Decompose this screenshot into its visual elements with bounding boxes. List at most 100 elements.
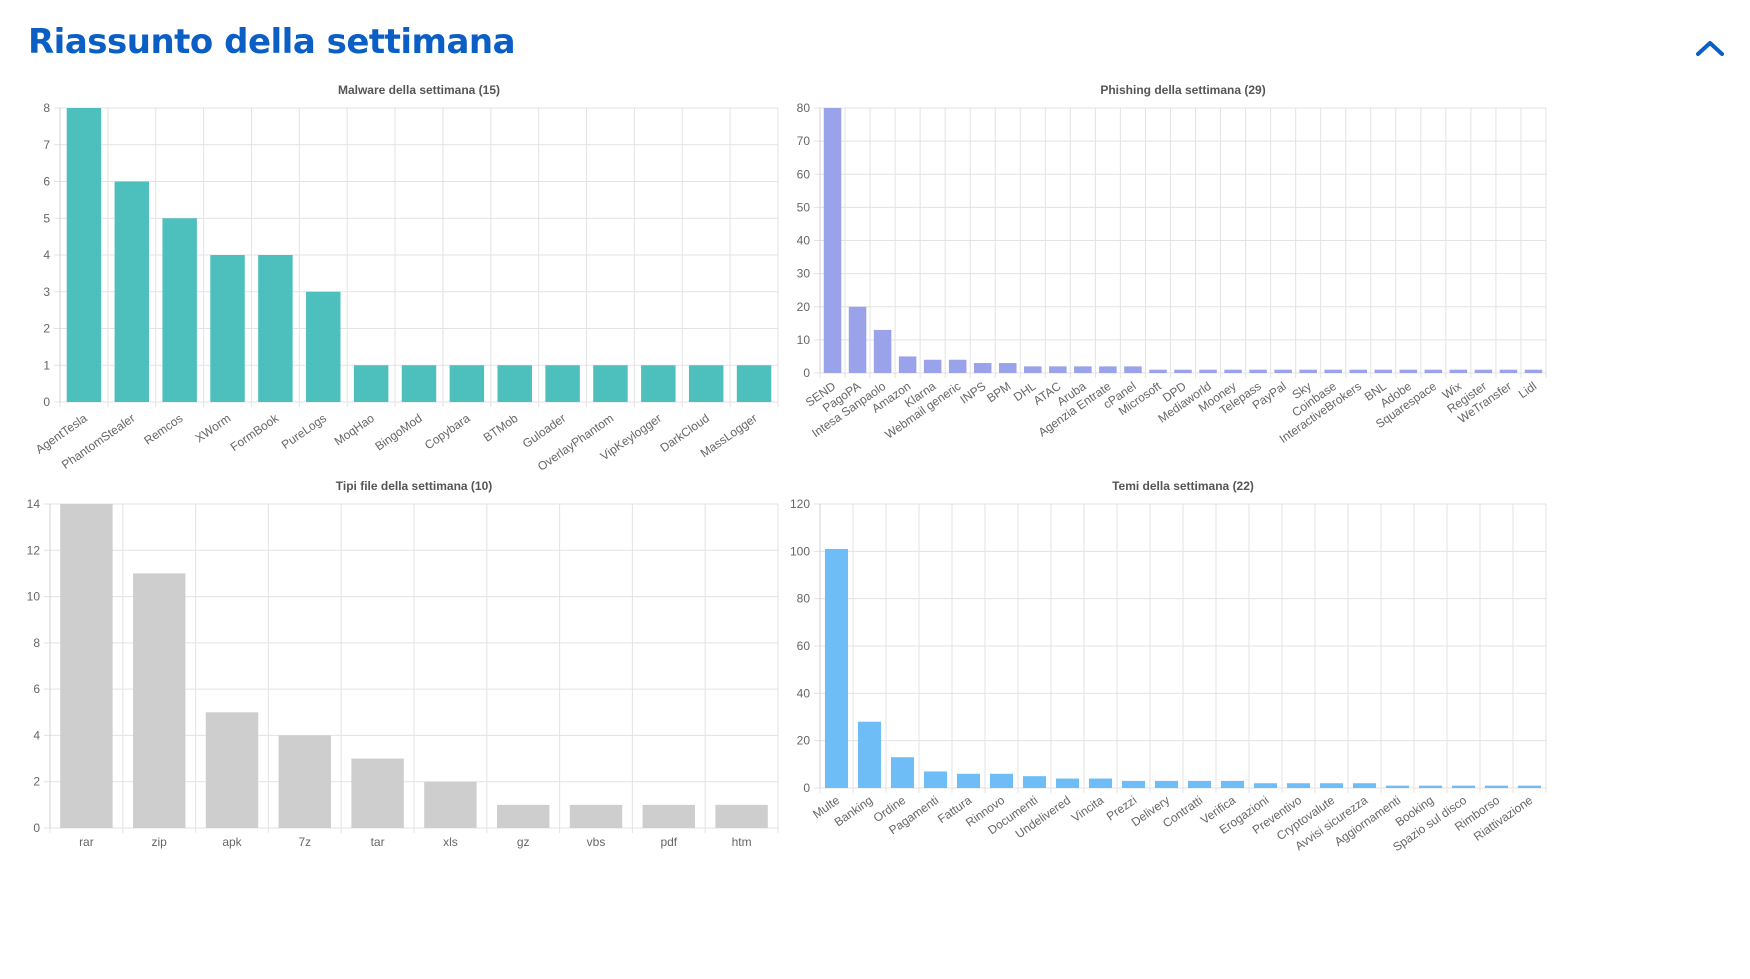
bar-xls[interactable] xyxy=(424,781,477,828)
y-tick-label: 12 xyxy=(27,543,41,557)
x-tick-label: xls xyxy=(443,835,458,849)
bar-zip[interactable] xyxy=(132,573,186,828)
bar-apk[interactable] xyxy=(205,712,259,828)
bar-preventivo[interactable] xyxy=(1286,783,1311,788)
bar-wix[interactable] xyxy=(1449,369,1468,373)
bar-gz[interactable] xyxy=(496,804,550,828)
bar-phantomstealer[interactable] xyxy=(114,181,150,403)
bar-guloader[interactable] xyxy=(545,365,580,402)
bar-tar[interactable] xyxy=(351,758,404,828)
bar-formbook[interactable] xyxy=(258,255,293,402)
y-tick-label: 20 xyxy=(797,300,811,314)
bar-register[interactable] xyxy=(1474,369,1493,373)
bar-lidl[interactable] xyxy=(1524,369,1543,373)
bar-copybara[interactable] xyxy=(449,365,485,402)
bar-dhl[interactable] xyxy=(1024,366,1042,373)
bar-remcos[interactable] xyxy=(162,218,197,402)
x-tick-label: vbs xyxy=(587,835,606,849)
bar-rinnovo[interactable] xyxy=(989,773,1014,788)
bar-pagamenti[interactable] xyxy=(923,771,948,788)
bar-squarespace[interactable] xyxy=(1424,369,1443,373)
bar-klarna[interactable] xyxy=(923,359,942,373)
bar-dpd[interactable] xyxy=(1174,369,1192,373)
bar-erogazioni[interactable] xyxy=(1253,783,1278,788)
bar-htm[interactable] xyxy=(715,804,768,828)
bar-avvisi-sicurezza[interactable] xyxy=(1352,783,1377,788)
bar-aruba[interactable] xyxy=(1074,366,1092,373)
x-tick-label: Lidl xyxy=(1516,379,1539,401)
bar-pdf[interactable] xyxy=(642,804,696,828)
bar-vbs[interactable] xyxy=(569,804,623,828)
bar-darkcloud[interactable] xyxy=(688,365,724,402)
bar-atac[interactable] xyxy=(1049,366,1067,373)
bar-banking[interactable] xyxy=(857,721,882,788)
y-tick-label: 14 xyxy=(27,497,41,511)
bar-vincita[interactable] xyxy=(1088,778,1113,788)
y-tick-label: 6 xyxy=(43,175,50,189)
summary-header: Riassunto della settimana xyxy=(0,0,1750,100)
bar-inps[interactable] xyxy=(973,363,992,373)
bar-paypal[interactable] xyxy=(1274,369,1292,373)
y-tick-label: 100 xyxy=(790,544,810,558)
bar-cryptovalute[interactable] xyxy=(1319,783,1344,788)
bar-riattivazione[interactable] xyxy=(1517,785,1542,788)
bar-xworm[interactable] xyxy=(210,255,245,402)
bar-overlayphantom[interactable] xyxy=(593,365,628,402)
chart-title: Temi della settimana (22) xyxy=(1112,479,1254,493)
x-tick-label: Remcos xyxy=(141,411,185,448)
malware-chart: Malware della settimana (15) 0 1 2 3 4 5 6 7 8 Age… xyxy=(18,80,788,474)
bar-undelivered[interactable] xyxy=(1055,778,1080,788)
bar-telepass[interactable] xyxy=(1249,369,1267,373)
bar-coinbase[interactable] xyxy=(1324,369,1342,373)
bar-multe[interactable] xyxy=(824,548,849,788)
bar-masslogger[interactable] xyxy=(736,365,772,402)
bar-spazio-sul-disco[interactable] xyxy=(1451,785,1476,788)
bar-vipkeylogger[interactable] xyxy=(641,365,676,402)
bar-purelogs[interactable] xyxy=(306,291,341,402)
bar-agenzia-entrate[interactable] xyxy=(1099,366,1117,373)
bar-ordine[interactable] xyxy=(890,757,915,788)
bar-prezzi[interactable] xyxy=(1121,780,1146,788)
bar-fattura[interactable] xyxy=(956,773,981,788)
y-tick-label: 80 xyxy=(797,592,811,606)
y-tick-label: 3 xyxy=(43,285,50,299)
chart-title: Phishing della settimana (29) xyxy=(1100,83,1265,97)
bar-send[interactable] xyxy=(823,108,842,373)
collapse-button[interactable] xyxy=(1692,34,1728,64)
bar-booking[interactable] xyxy=(1418,785,1443,788)
bar-agenttesla[interactable] xyxy=(66,108,102,402)
bar-cpanel[interactable] xyxy=(1124,366,1142,373)
bar-intesa-sanpaolo[interactable] xyxy=(873,329,892,373)
x-tick-label: XWorm xyxy=(193,411,234,445)
bar-microsoft[interactable] xyxy=(1149,369,1167,373)
bar-contratti[interactable] xyxy=(1187,780,1212,788)
bar-adobe[interactable] xyxy=(1399,369,1418,373)
bar-rimborso[interactable] xyxy=(1484,785,1509,788)
bar-btmob[interactable] xyxy=(497,365,532,402)
bar-mooney[interactable] xyxy=(1224,369,1242,373)
bar-wetransfer[interactable] xyxy=(1499,369,1518,373)
chart-title: Tipi file della settimana (10) xyxy=(336,479,493,493)
bar-moqhao[interactable] xyxy=(353,365,389,402)
bar-mediaworld[interactable] xyxy=(1199,369,1217,373)
bar-webmail-generic[interactable] xyxy=(948,359,967,373)
bar-verifica[interactable] xyxy=(1220,780,1245,788)
bar-rar[interactable] xyxy=(60,504,113,828)
bar-bingomod[interactable] xyxy=(401,365,437,402)
bar-delivery[interactable] xyxy=(1154,780,1179,788)
y-tick-label: 60 xyxy=(797,639,811,653)
bar-aggiornamenti[interactable] xyxy=(1385,785,1410,788)
y-tick-label: 2 xyxy=(33,775,40,789)
bar-amazon[interactable] xyxy=(898,356,917,373)
bar-bnl[interactable] xyxy=(1374,369,1393,373)
bar-interactivebrokers[interactable] xyxy=(1349,369,1368,373)
y-tick-label: 10 xyxy=(797,333,811,347)
bar-documenti[interactable] xyxy=(1022,776,1047,788)
bar-sky[interactable] xyxy=(1299,369,1317,373)
bar-pagopa[interactable] xyxy=(848,306,867,373)
y-tick-label: 40 xyxy=(797,686,811,700)
y-tick-label: 20 xyxy=(797,734,811,748)
x-tick-label: 7z xyxy=(298,835,311,849)
bar-7z[interactable] xyxy=(278,735,332,828)
bar-bpm[interactable] xyxy=(998,363,1017,373)
